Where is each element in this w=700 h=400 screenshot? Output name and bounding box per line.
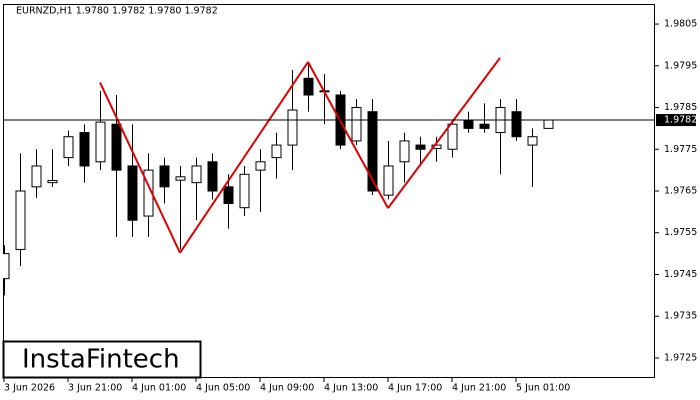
pattern-line bbox=[307, 61, 389, 209]
x-tick-label: 4 Jun 13:00 bbox=[324, 383, 378, 394]
candle-body bbox=[95, 121, 106, 163]
candle-body bbox=[431, 144, 442, 149]
x-tick-label: 3 Jun 21:00 bbox=[68, 383, 122, 394]
candle-body bbox=[111, 123, 122, 171]
pattern-line bbox=[387, 57, 501, 209]
candle-body bbox=[351, 107, 362, 142]
candle-body bbox=[303, 77, 314, 96]
logo: InstaFintech bbox=[22, 345, 180, 375]
pattern-line bbox=[99, 82, 181, 254]
candle-body bbox=[15, 190, 26, 250]
candle-body bbox=[159, 165, 170, 188]
y-tick-label: 1.9805 bbox=[664, 19, 697, 30]
candle-body bbox=[3, 253, 10, 280]
candle-body bbox=[207, 161, 218, 192]
candle-body bbox=[287, 109, 298, 146]
x-tick-label: 3 Jun 2026 bbox=[4, 383, 55, 394]
x-tick-label: 4 Jun 17:00 bbox=[388, 383, 442, 394]
candle-body bbox=[511, 111, 522, 138]
candle-body bbox=[127, 165, 138, 221]
x-tick-label: 4 Jun 21:00 bbox=[452, 383, 506, 394]
candle-body bbox=[47, 180, 58, 184]
candle-body bbox=[383, 165, 394, 196]
current-price-label: 1.9782 bbox=[664, 115, 697, 126]
candle-body bbox=[543, 119, 554, 129]
pattern-line bbox=[179, 61, 309, 254]
plot bbox=[3, 57, 554, 296]
y-tick-label: 1.9785 bbox=[664, 102, 697, 113]
candle-body bbox=[255, 161, 266, 171]
candle-body bbox=[367, 111, 378, 192]
candle-body bbox=[271, 144, 282, 159]
logo-box bbox=[2, 340, 202, 379]
current-price-box bbox=[656, 114, 696, 127]
y-tick-label: 1.9795 bbox=[664, 60, 697, 71]
candle-body bbox=[399, 140, 410, 163]
candle-body bbox=[31, 165, 42, 188]
y-tick-label: 1.9725 bbox=[664, 352, 697, 363]
y-tick-label: 1.9765 bbox=[664, 186, 697, 197]
candle-body bbox=[447, 123, 458, 150]
candle-body bbox=[63, 136, 74, 159]
candle-body bbox=[175, 176, 186, 181]
y-tick-label: 1.9775 bbox=[664, 144, 697, 155]
candle-body bbox=[527, 136, 538, 146]
y-tick-label: 1.9755 bbox=[664, 227, 697, 238]
candle-body bbox=[479, 123, 490, 129]
candle-body bbox=[79, 132, 90, 167]
x-tick-label: 4 Jun 05:00 bbox=[196, 383, 250, 394]
candle-body bbox=[463, 119, 474, 129]
plot-frame bbox=[3, 4, 655, 378]
x-tick-label: 5 Jun 01:00 bbox=[516, 383, 570, 394]
y-tick-label: 1.9735 bbox=[664, 311, 697, 322]
x-tick-label: 4 Jun 01:00 bbox=[132, 383, 186, 394]
x-tick-label: 4 Jun 09:00 bbox=[260, 383, 314, 394]
candle-body bbox=[239, 173, 250, 209]
chart-title: EURNZD,H1 1.9780 1.9782 1.9780 1.9782 bbox=[16, 6, 218, 17]
candle-body bbox=[191, 165, 202, 184]
candle-body bbox=[223, 186, 234, 205]
y-tick-label: 1.9745 bbox=[664, 269, 697, 280]
candle-body bbox=[415, 144, 426, 150]
